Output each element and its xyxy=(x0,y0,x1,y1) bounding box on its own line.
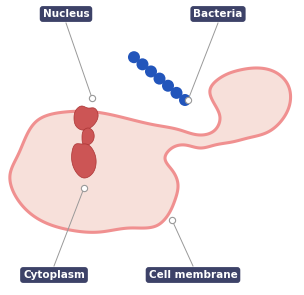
Circle shape xyxy=(154,73,165,85)
Circle shape xyxy=(145,65,157,78)
Polygon shape xyxy=(74,106,98,130)
Polygon shape xyxy=(71,144,96,178)
Text: Bacteria: Bacteria xyxy=(193,9,243,19)
Circle shape xyxy=(162,80,174,92)
Text: Nucleus: Nucleus xyxy=(43,9,89,19)
Circle shape xyxy=(128,51,140,63)
Text: Cytoplasm: Cytoplasm xyxy=(23,270,85,280)
Polygon shape xyxy=(82,128,94,145)
Circle shape xyxy=(136,58,148,70)
Circle shape xyxy=(171,87,182,99)
Polygon shape xyxy=(10,68,291,232)
Circle shape xyxy=(179,94,191,106)
Text: Cell membrane: Cell membrane xyxy=(149,270,237,280)
